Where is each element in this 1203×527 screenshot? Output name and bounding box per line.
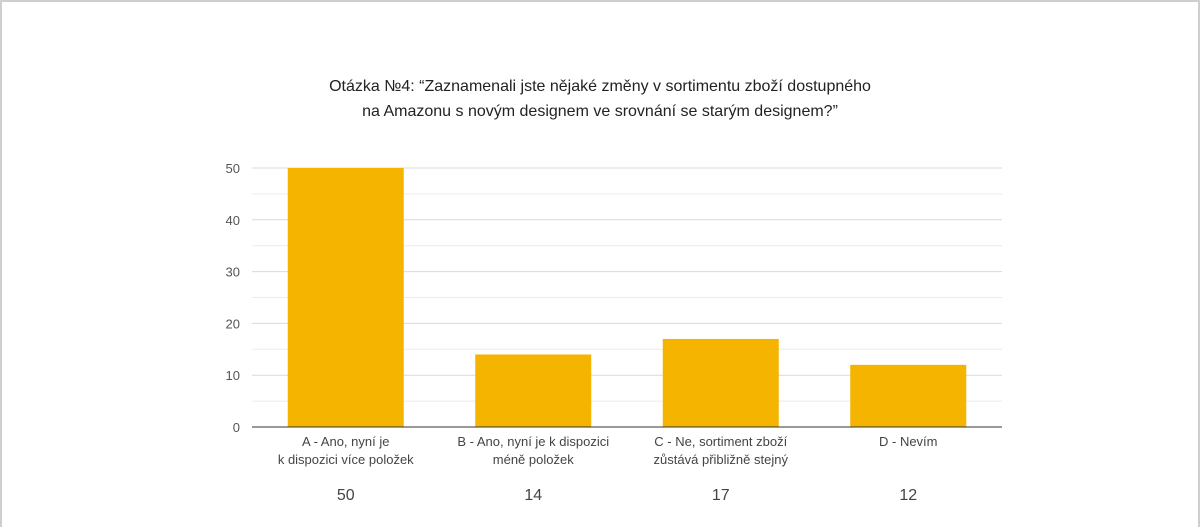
bar — [475, 354, 592, 427]
value-label: 17 — [712, 487, 730, 504]
y-tick-label: 10 — [226, 368, 240, 383]
y-tick-label: 30 — [226, 265, 240, 280]
bars — [287, 168, 967, 427]
y-tick-label: 0 — [233, 420, 240, 435]
y-axis: 0 10 20 30 40 50 — [226, 161, 240, 435]
x-category-label: C - Ne, sortiment zboží — [654, 434, 787, 449]
value-label: 12 — [899, 487, 917, 504]
x-category-label: k dispozici více položek — [278, 452, 414, 467]
value-label: 14 — [524, 487, 542, 504]
chart-title-line-2: na Amazonu s novým designem ve srovnání … — [362, 103, 838, 120]
bar — [662, 338, 779, 427]
y-tick-label: 40 — [226, 213, 240, 228]
x-category-label: zůstává přibližně stejný — [654, 452, 789, 467]
x-category-label: A - Ano, nyní je — [302, 434, 389, 449]
bar — [850, 364, 967, 427]
value-label: 50 — [337, 487, 355, 504]
x-category-label: B - Ano, nyní je k dispozici — [457, 434, 609, 449]
y-tick-label: 50 — [226, 161, 240, 176]
chart-title-line-1: Otázka №4: “Zaznamenali jste nějaké změn… — [329, 78, 871, 95]
x-axis-categories: A - Ano, nyní je k dispozici více položek… — [278, 434, 938, 467]
y-tick-label: 20 — [226, 316, 240, 331]
chart-title: Otázka №4: “Zaznamenali jste nějaké změn… — [329, 78, 871, 120]
x-category-label: méně položek — [493, 452, 574, 467]
value-labels: 50 14 17 12 — [337, 487, 917, 504]
bar — [287, 168, 404, 427]
x-category-label: D - Nevím — [879, 434, 938, 449]
